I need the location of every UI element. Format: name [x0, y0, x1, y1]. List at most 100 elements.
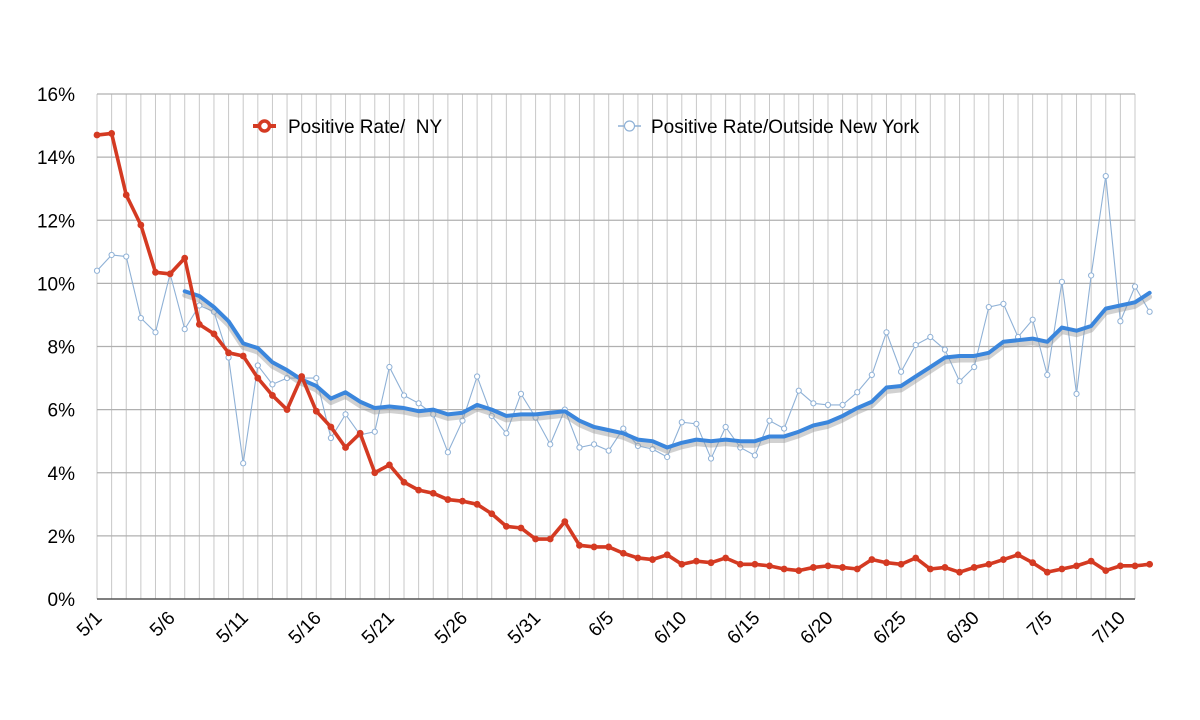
ny-point [1029, 559, 1037, 567]
outside-ny-point [517, 390, 525, 397]
outside-ny-point [576, 444, 583, 451]
ny-point [1043, 568, 1051, 576]
x-tick-label: 5/11 [213, 608, 253, 648]
ny-point [166, 270, 174, 278]
x-tick-label: 6/20 [797, 608, 838, 649]
legend: Positive Rate/ NY Positive Rate/Outside … [253, 117, 920, 138]
ny-point [619, 549, 627, 557]
legend-item-outside-ny: Positive Rate/Outside New York [618, 117, 920, 138]
series-ny [93, 130, 1154, 576]
x-tick-label: 6/5 [585, 608, 619, 642]
outside-ny-point [590, 441, 598, 448]
outside-ny-point [1117, 318, 1124, 325]
ny-point [795, 567, 803, 574]
outside-ny-point [722, 423, 729, 431]
ny-point [269, 392, 276, 399]
outside-ny-point [444, 449, 451, 456]
ny-point [225, 349, 232, 357]
outside-ny-point [649, 445, 656, 453]
outside-ny-point [1102, 172, 1109, 180]
ny-point [283, 406, 291, 414]
ny-point [576, 541, 583, 549]
ny-point [546, 535, 554, 543]
ny-point [1146, 560, 1154, 568]
ny-point [342, 444, 349, 451]
ny-point [356, 429, 364, 437]
outside-ny-point [240, 460, 247, 467]
outside-ny-point [474, 373, 481, 380]
outside-ny-point [810, 400, 817, 407]
ny-point [1116, 562, 1124, 570]
ny-point [897, 560, 905, 568]
outside-ny-point [1146, 308, 1153, 315]
outside-ny-point [93, 267, 101, 274]
x-tick-label: 5/21 [358, 608, 399, 649]
ny-point [561, 518, 569, 526]
ny-point [912, 554, 920, 562]
moving-average-shadow [182, 292, 1153, 454]
outside-ny-point [283, 374, 291, 382]
outside-ny-point [971, 363, 978, 371]
outside-ny-point [664, 453, 671, 461]
x-tick-label: 7/5 [1023, 608, 1057, 642]
outside-ny-point [1044, 371, 1051, 379]
ny-point [181, 254, 189, 262]
ny-point [634, 554, 642, 562]
ny-point [195, 321, 203, 328]
outside-ny-point [342, 411, 349, 418]
outside-ny-point [1131, 283, 1139, 290]
x-tick-label: 6/30 [943, 608, 984, 649]
outside-ny-point [707, 455, 715, 462]
outside-ny-point [430, 411, 437, 418]
outside-ny-point [605, 447, 612, 454]
ny-point [137, 221, 145, 229]
outside-ny-point [371, 428, 378, 435]
outside-ny-point [897, 368, 905, 375]
ny-point [1014, 551, 1022, 559]
x-tick-label: 5/31 [504, 608, 545, 649]
outside-ny-point [737, 444, 744, 451]
ny-point [473, 500, 481, 508]
outside-ny-point [956, 378, 963, 385]
ny-point [985, 560, 993, 568]
ny-point [239, 352, 247, 360]
outside-ny-point [503, 430, 510, 437]
ny-point [693, 557, 700, 565]
ny-point [707, 559, 715, 567]
outside-ny-point [854, 389, 861, 396]
x-tick-label: 5/16 [285, 608, 326, 649]
ny-point [766, 562, 773, 570]
ny-point [444, 496, 452, 503]
ny-point [926, 565, 934, 573]
ny-point [312, 407, 320, 415]
outside-ny-point [152, 329, 159, 336]
series-moving-average [182, 289, 1153, 454]
outside-ny-point [941, 346, 949, 353]
ny-point [809, 564, 817, 571]
outside-ny-point [547, 441, 554, 448]
y-tick-label: 0% [48, 590, 76, 611]
legend-ny-label: Positive Rate/ NY [288, 117, 442, 138]
outside-ny-point [1058, 278, 1066, 285]
outside-ny-point [634, 442, 642, 450]
ny-point [210, 330, 218, 338]
outside-ny-point [108, 251, 115, 259]
x-axis-labels: 5/1 5/6 5/11 5/16 5/21 5/26 5/31 6/5 6/10 6/15 6/2… [73, 608, 1130, 649]
outside-ny-point [488, 412, 495, 420]
ny-point [970, 564, 978, 571]
legend-ny-marker [257, 119, 272, 133]
ny-point [678, 560, 686, 568]
x-tick-label: 6/10 [650, 608, 691, 649]
ny-point [663, 551, 671, 559]
ny-point [1087, 557, 1095, 565]
ny-point [868, 556, 876, 563]
ny-point [736, 560, 744, 568]
chart-grid [96, 93, 1136, 600]
outside-ny-point [327, 434, 335, 442]
outside-ny-point [1073, 390, 1080, 397]
ny-point [152, 268, 159, 276]
y-tick-label: 2% [48, 527, 76, 548]
y-tick-label: 14% [37, 148, 75, 169]
ny-point [605, 543, 613, 551]
outside-ny-point [123, 253, 130, 260]
